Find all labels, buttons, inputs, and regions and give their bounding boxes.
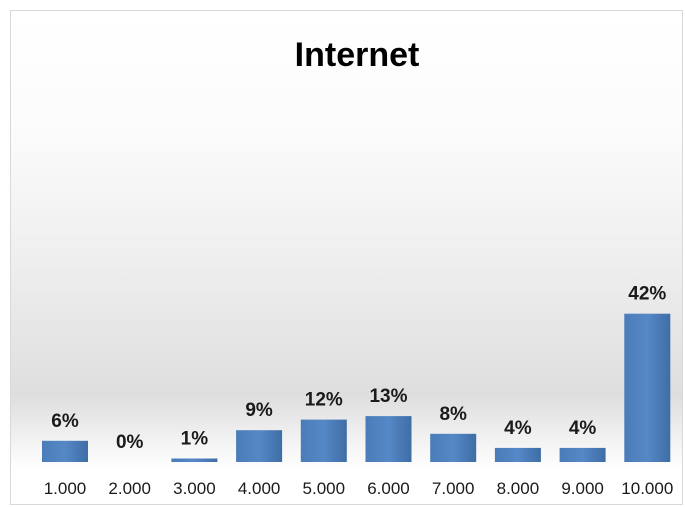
x-tick-label: 2.000 — [108, 479, 151, 498]
x-tick-label: 7.000 — [432, 479, 475, 498]
bar-9.000 — [559, 447, 606, 462]
bar-10.000 — [624, 313, 671, 462]
data-label: 4% — [569, 418, 597, 439]
x-tick-label: 1.000 — [44, 479, 87, 498]
data-label: 42% — [628, 284, 666, 305]
data-label: 9% — [245, 400, 273, 421]
chart-area: Internet 6% 0% 1% 9% 12% 13% 8% 4% 4% 42% 1.000 2.… — [10, 10, 683, 505]
data-label: 8% — [439, 404, 467, 425]
x-tick-label: 10.000 — [621, 479, 673, 498]
x-tick-label: 3.000 — [173, 479, 216, 498]
x-tick-label: 5.000 — [303, 479, 346, 498]
data-label: 4% — [504, 418, 532, 439]
x-tick-label: 6.000 — [367, 479, 410, 498]
data-label: 6% — [51, 411, 79, 432]
bar-7.000 — [430, 433, 477, 462]
bar-4.000 — [236, 430, 283, 462]
x-tick-label: 4.000 — [238, 479, 281, 498]
data-label: 13% — [369, 386, 407, 407]
bar-1.000 — [42, 440, 88, 462]
bars-group — [42, 313, 671, 462]
data-label: 1% — [181, 429, 209, 450]
bar-6.000 — [365, 416, 412, 462]
data-labels-group: 6% 0% 1% 9% 12% 13% 8% 4% 4% 42% — [51, 284, 666, 453]
data-label: 0% — [116, 432, 144, 453]
bar-chart: Internet 6% 0% 1% 9% 12% 13% 8% 4% 4% 42% 1.000 2.… — [42, 36, 674, 498]
bar-8.000 — [494, 447, 541, 462]
chart-title: Internet — [295, 36, 420, 74]
x-tick-label: 8.000 — [497, 479, 540, 498]
x-tick-labels-group: 1.000 2.000 3.000 4.000 5.000 6.000 7.000 8.000… — [44, 479, 674, 498]
bar-3.000 — [171, 458, 218, 462]
x-tick-label: 9.000 — [561, 479, 604, 498]
bar-5.000 — [300, 419, 347, 462]
data-label: 12% — [305, 390, 343, 411]
